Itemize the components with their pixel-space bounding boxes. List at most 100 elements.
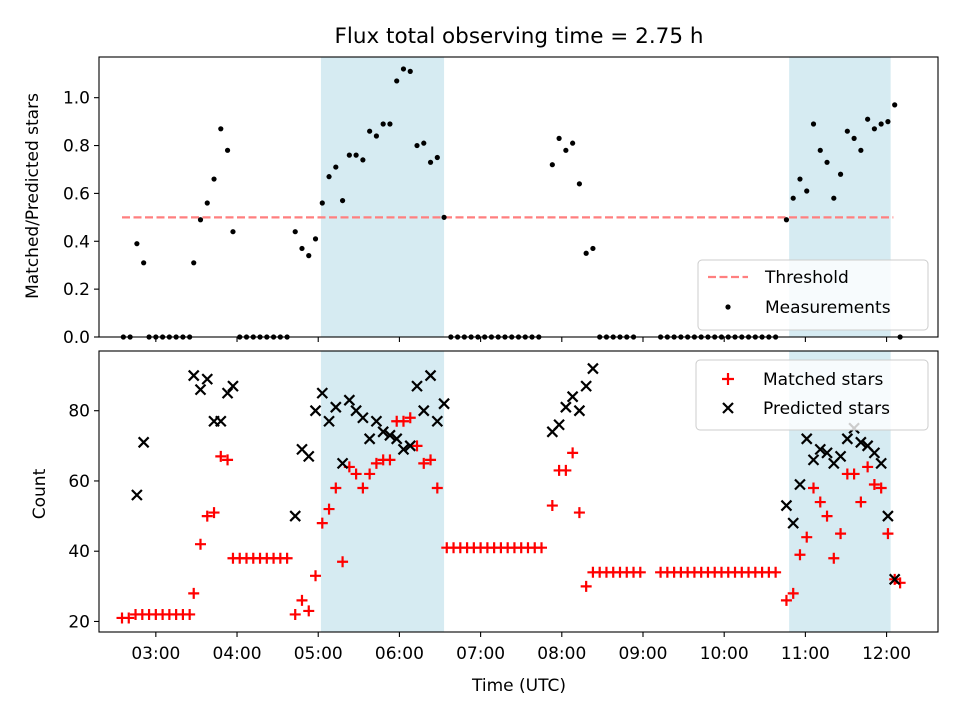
- matched-marker: [418, 457, 430, 469]
- predicted-marker: [390, 433, 403, 445]
- measurement-marker: [797, 176, 803, 182]
- matched-marker: [567, 447, 579, 459]
- predicted-marker: [411, 380, 423, 392]
- y-tick-label: 60: [68, 472, 90, 492]
- measurement-marker: [197, 217, 204, 223]
- legend-threshold-label: Threshold: [764, 268, 849, 288]
- measurement-marker: [380, 121, 386, 127]
- measurement-marker: [312, 236, 319, 242]
- measurement-marker: [407, 68, 413, 74]
- predicted-marker: [566, 390, 579, 403]
- predicted-marker: [834, 450, 847, 463]
- predicted-marker: [289, 510, 301, 522]
- measurement-marker: [353, 152, 359, 158]
- matched-marker: [337, 556, 349, 568]
- measurement-marker: [414, 142, 420, 149]
- matched-marker: [431, 482, 443, 494]
- matched-marker: [404, 412, 416, 424]
- y-tick-label: 20: [68, 612, 90, 632]
- series-matched-stars: [116, 412, 906, 624]
- top-panel: 0.0 0.2 0.4 0.6 0.8 1.0 Threshold Measurements: [63, 56, 939, 348]
- matched-marker: [787, 587, 799, 599]
- predicted-marker: [397, 443, 410, 456]
- measurement-marker: [810, 121, 817, 127]
- predicted-marker: [814, 443, 827, 456]
- x-tick-label: 10:00: [700, 644, 749, 664]
- legend-matched-swatch: [722, 373, 734, 385]
- y-tick-label: 80: [68, 402, 90, 422]
- matched-marker: [770, 566, 782, 578]
- predicted-marker: [316, 387, 329, 399]
- legend-frame: [695, 359, 929, 431]
- predicted-marker: [868, 447, 881, 459]
- matched-marker: [323, 503, 335, 515]
- measurement-marker: [230, 229, 236, 235]
- measurement-marker: [583, 250, 589, 256]
- predicted-marker: [384, 429, 396, 442]
- matched-marker: [848, 468, 860, 480]
- measurement-marker: [831, 195, 837, 201]
- matched-marker: [580, 580, 592, 592]
- matched-marker: [357, 482, 369, 494]
- measurement-marker: [434, 154, 440, 161]
- measurement-marker: [858, 147, 864, 153]
- y-tick-label: 0.4: [63, 232, 90, 252]
- predicted-marker: [201, 373, 214, 385]
- predicted-marker: [800, 433, 813, 445]
- matched-marker: [801, 531, 813, 543]
- predicted-marker: [336, 457, 349, 470]
- measurement-marker: [204, 200, 210, 206]
- matched-marker: [384, 454, 396, 466]
- legend-measurement-swatch: [725, 304, 731, 310]
- matched-marker: [875, 482, 887, 494]
- measurement-marker: [783, 217, 790, 223]
- x-tick-label: 03:00: [131, 644, 180, 664]
- predicted-marker: [424, 369, 437, 382]
- matched-marker: [808, 482, 820, 494]
- x-tick-label: 11:00: [781, 644, 830, 664]
- measurement-marker: [421, 140, 427, 146]
- predicted-marker: [404, 440, 417, 452]
- measurement-marker: [590, 245, 596, 252]
- measurement-marker: [817, 147, 823, 153]
- matched-marker: [215, 450, 227, 462]
- matched-marker: [425, 454, 437, 466]
- top-y-axis-label: Matched/Predicted stars: [23, 93, 43, 299]
- measurement-marker: [892, 102, 898, 108]
- measurement-marker: [333, 164, 339, 170]
- shaded-interval-0: [320, 57, 445, 337]
- matched-marker: [350, 468, 362, 480]
- predicted-marker: [431, 415, 444, 428]
- predicted-marker: [343, 394, 356, 406]
- measurement-marker: [326, 174, 332, 180]
- measurement-marker: [224, 147, 231, 153]
- measurement-marker: [844, 128, 850, 134]
- measurement-marker: [191, 260, 197, 266]
- predicted-marker: [587, 362, 599, 375]
- measurement-marker: [570, 140, 576, 146]
- matched-marker: [194, 538, 206, 550]
- predicted-marker: [323, 415, 335, 428]
- matched-marker: [123, 612, 135, 624]
- predicted-marker: [573, 404, 586, 417]
- matched-marker: [868, 478, 880, 490]
- measurement-marker: [851, 135, 857, 141]
- matched-marker: [882, 528, 894, 540]
- measurement-marker: [373, 133, 380, 139]
- measurement-marker: [339, 197, 346, 204]
- predicted-marker: [227, 380, 239, 392]
- matched-marker: [188, 587, 200, 599]
- predicted-marker: [363, 433, 376, 445]
- measurement-marker: [865, 116, 871, 122]
- measurement-marker: [871, 126, 877, 132]
- measurement-marker: [360, 157, 366, 163]
- predicted-marker: [875, 457, 887, 470]
- matched-marker: [222, 454, 234, 466]
- y-tick-label: 0.2: [63, 280, 90, 300]
- measurement-marker: [576, 181, 582, 187]
- predicted-marker: [787, 517, 799, 529]
- y-tick-label: 1.0: [63, 89, 90, 109]
- matched-marker: [634, 566, 646, 578]
- chart-title: Flux total observing time = 2.75 h: [335, 24, 704, 49]
- predicted-marker: [221, 387, 234, 399]
